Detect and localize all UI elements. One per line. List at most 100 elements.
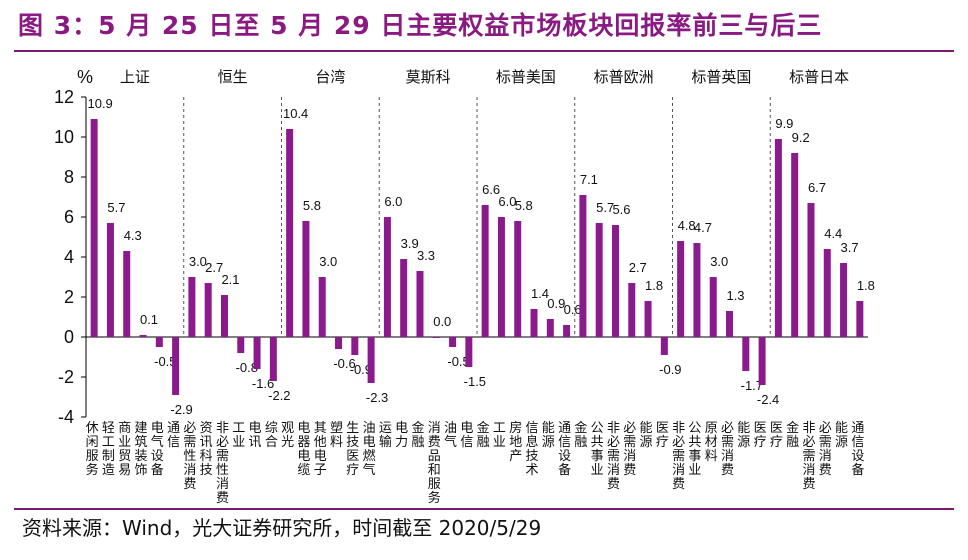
data-label: -2.9 bbox=[170, 402, 192, 417]
category-label-char: 讯 bbox=[200, 434, 213, 449]
category-label-char: 地 bbox=[509, 434, 522, 449]
category-label-char: 医 bbox=[656, 420, 669, 435]
category-label-char: 和 bbox=[428, 462, 441, 477]
market-label: 莫斯科 bbox=[406, 69, 451, 86]
data-label: -2.4 bbox=[757, 392, 779, 407]
bar bbox=[807, 203, 815, 337]
category-label-char: 业 bbox=[688, 462, 701, 477]
category-label-char: 必 bbox=[721, 420, 734, 435]
bar bbox=[123, 251, 131, 337]
category-label-char: 易 bbox=[118, 462, 131, 477]
data-label: 3.3 bbox=[417, 248, 435, 263]
category-label-char: 务 bbox=[86, 462, 99, 477]
category-label-char: 信 bbox=[558, 434, 571, 449]
bar bbox=[432, 337, 440, 338]
bar bbox=[856, 301, 864, 337]
category-label-char: 建 bbox=[135, 420, 148, 435]
category-label-char: 工 bbox=[493, 420, 506, 435]
market-label: 标普英国 bbox=[691, 68, 751, 86]
data-label: -0.8 bbox=[236, 360, 258, 375]
category-label-char: 消 bbox=[672, 462, 685, 477]
data-label: 0.0 bbox=[433, 314, 451, 329]
category-label-char: 备 bbox=[851, 462, 864, 477]
category-label-char: 信 bbox=[851, 434, 864, 449]
bar bbox=[644, 301, 652, 337]
category-label-char: 疗 bbox=[770, 434, 783, 449]
data-label: 6.0 bbox=[384, 194, 402, 209]
market-label: 恒生 bbox=[218, 69, 248, 86]
category-label-char: 消 bbox=[607, 462, 620, 477]
data-label: 7.1 bbox=[580, 172, 598, 187]
data-label: 4.7 bbox=[694, 220, 712, 235]
bar bbox=[204, 283, 212, 337]
data-label: -1.5 bbox=[464, 374, 486, 389]
category-label-char: 医 bbox=[754, 420, 767, 435]
category-label-char: 息 bbox=[526, 434, 539, 449]
data-label: 5.7 bbox=[107, 200, 125, 215]
data-label: -0.5 bbox=[154, 354, 176, 369]
category-label-char: 需 bbox=[607, 448, 620, 463]
category-label-char: 他 bbox=[314, 434, 327, 449]
category-label-char: 费 bbox=[819, 462, 832, 477]
bar bbox=[400, 259, 408, 337]
bar bbox=[351, 337, 359, 355]
category-label-char: 服 bbox=[428, 476, 441, 491]
title-rule bbox=[14, 50, 954, 52]
category-label-char: 通 bbox=[167, 420, 180, 435]
category-label-char: 事 bbox=[688, 448, 701, 463]
category-label-char: 其 bbox=[314, 420, 327, 435]
market-label: 台湾 bbox=[315, 69, 345, 86]
bar bbox=[546, 319, 554, 337]
category-label-char: 必 bbox=[819, 420, 832, 435]
bar bbox=[335, 337, 343, 349]
bar bbox=[318, 277, 326, 337]
category-label-char: 能 bbox=[737, 420, 750, 435]
category-label-char: 医 bbox=[346, 448, 359, 463]
category-label-char: 消 bbox=[623, 448, 636, 463]
data-label: 1.8 bbox=[857, 278, 875, 293]
category-label-char: 制 bbox=[102, 448, 115, 463]
category-label-char: 油 bbox=[444, 420, 457, 435]
category-label-char: 运 bbox=[379, 420, 392, 435]
category-label-char: 消 bbox=[721, 448, 734, 463]
category-label-char: 备 bbox=[151, 462, 164, 477]
category-label-char: 消 bbox=[216, 476, 229, 491]
bar bbox=[579, 195, 587, 337]
bar bbox=[774, 139, 782, 337]
category-label-char: 服 bbox=[86, 448, 99, 463]
category-label-char: 房 bbox=[509, 420, 522, 435]
data-label: 1.4 bbox=[531, 286, 549, 301]
category-label-char: 器 bbox=[297, 434, 310, 449]
category-label-char: 资 bbox=[200, 420, 213, 435]
market-label: 标普欧洲 bbox=[594, 69, 654, 86]
bar bbox=[269, 337, 277, 381]
y-tick-label: 12 bbox=[54, 87, 74, 107]
category-label-char: 观 bbox=[281, 420, 294, 435]
category-label-char: 造 bbox=[102, 462, 115, 477]
category-label-char: 非 bbox=[607, 420, 620, 435]
category-label-char: 电 bbox=[460, 420, 473, 435]
category-label-char: 工 bbox=[232, 420, 245, 435]
category-label-char: 源 bbox=[542, 434, 555, 449]
category-label-char: 公 bbox=[688, 420, 701, 435]
bar bbox=[220, 295, 228, 337]
category-label-char: 非 bbox=[802, 420, 815, 435]
data-label: -0.5 bbox=[447, 354, 469, 369]
category-label-char: 休 bbox=[86, 420, 99, 435]
category-label-char: 医 bbox=[770, 420, 783, 435]
category-label-char: 需 bbox=[802, 448, 815, 463]
market-label: 上证 bbox=[120, 69, 150, 86]
data-label: 10.9 bbox=[87, 96, 112, 111]
bar bbox=[628, 283, 636, 337]
bar bbox=[563, 325, 571, 337]
category-label-char: 电 bbox=[395, 420, 408, 435]
category-label-char: 电 bbox=[363, 434, 376, 449]
category-label-char: 消 bbox=[428, 420, 441, 435]
category-label-char: 子 bbox=[314, 462, 327, 477]
data-label: -0.6 bbox=[333, 356, 355, 371]
category-label-char: 能 bbox=[640, 420, 653, 435]
category-label-char: 品 bbox=[428, 448, 441, 463]
data-label: 3.9 bbox=[401, 236, 419, 251]
category-label-char: 备 bbox=[558, 462, 571, 477]
